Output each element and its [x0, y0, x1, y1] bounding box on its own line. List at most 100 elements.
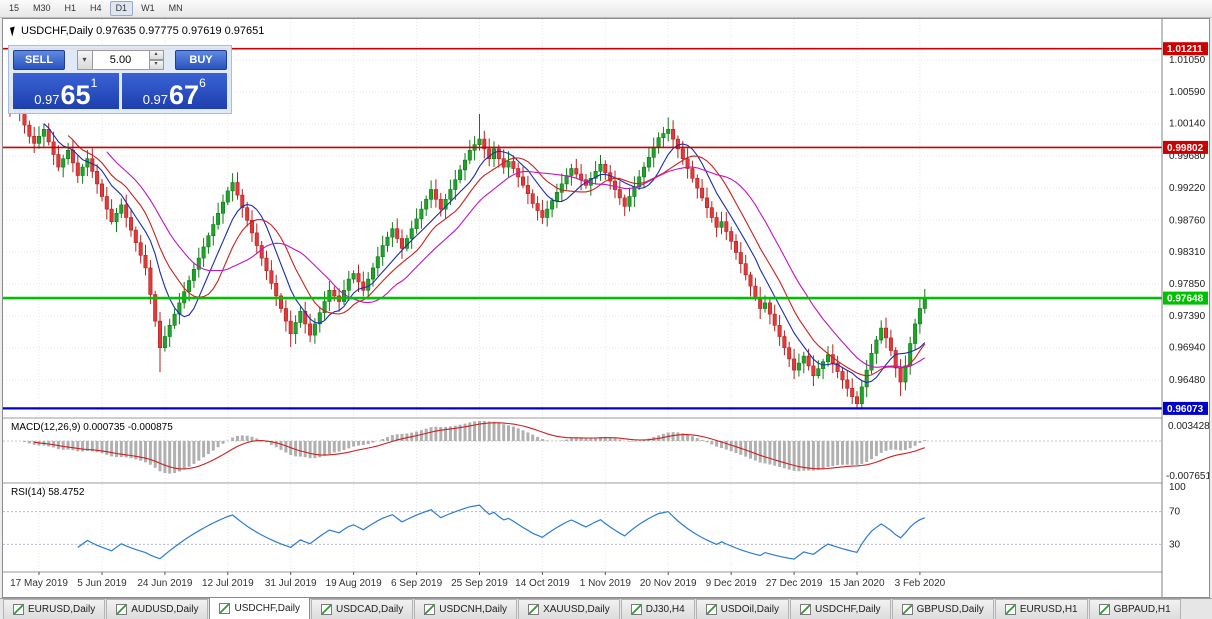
chart-window: 1.01050 1.00590 1.00140 0.99680 0.99220 0.987…	[2, 18, 1210, 598]
chart-thumbnail-icon	[630, 604, 642, 615]
chart-tab-0[interactable]: EURUSD,Daily	[3, 599, 106, 619]
sell-price-point: 1	[90, 76, 98, 90]
chart-tab-4[interactable]: USDCNH,Daily	[414, 599, 518, 619]
chart-tab-11[interactable]: GBPAUD,H1	[1088, 599, 1181, 619]
time-axis[interactable]: 17 May 2019 5 Jun 2019 24 Jun 2019 12 Jul 2…	[10, 572, 946, 589]
rsi-indicator	[3, 504, 1162, 560]
volume-control: ▾ ▴ ▾	[76, 49, 164, 70]
svg-text:0.96480: 0.96480	[1169, 375, 1206, 386]
svg-text:1.01050: 1.01050	[1169, 55, 1206, 66]
price-chart[interactable]: 1.01050 1.00590 1.00140 0.99680 0.99220 0.987…	[3, 19, 1209, 597]
svg-text:0.96940: 0.96940	[1169, 343, 1206, 354]
candlesticks[interactable]	[8, 83, 927, 410]
chart-tab-label: USDOil,Daily	[720, 604, 779, 615]
timeframe-button-w1[interactable]: W1	[141, 3, 155, 13]
sell-price-pips: 65	[60, 80, 91, 110]
svg-text:0.99220: 0.99220	[1169, 183, 1206, 194]
chart-thumbnail-icon	[800, 604, 811, 615]
chart-tab-5[interactable]: XAUUSD,Daily	[518, 599, 620, 619]
svg-text:1.00140: 1.00140	[1169, 119, 1206, 130]
timeframe-button-mn[interactable]: MN	[168, 3, 183, 13]
svg-text:70: 70	[1169, 507, 1181, 518]
chart-tab-10[interactable]: EURUSD,H1	[994, 599, 1088, 619]
chart-header: USDCHF,Daily 0.97635 0.97775 0.97619 0.9…	[9, 25, 265, 37]
timeframe-button-d1[interactable]: D1	[109, 1, 134, 16]
trade-panel-quotes: 0.97 65 1 0.97 67 6	[13, 73, 227, 109]
timeframe-button-15[interactable]: 15	[9, 3, 20, 13]
svg-text:5 Jun 2019: 5 Jun 2019	[77, 578, 127, 589]
svg-text:1 Nov 2019: 1 Nov 2019	[580, 578, 632, 589]
chart-thumbnail-icon	[1004, 604, 1016, 615]
chart-tab-label: GBPUSD,Daily	[916, 604, 984, 615]
chart-tab-label: USDCAD,Daily	[336, 604, 404, 615]
volume-increase-button[interactable]: ▴	[149, 49, 164, 60]
timeframe-button-h1[interactable]: H1	[64, 3, 77, 13]
chart-tab-label: EURUSD,H1	[1019, 604, 1078, 615]
chart-tab-2[interactable]: USDCHF,Daily	[209, 597, 311, 619]
chart-thumbnail-icon	[321, 604, 333, 615]
macd-indicator-label: MACD(12,26,9) 0.000735 -0.000875	[11, 422, 173, 433]
chart-tab-9[interactable]: GBPUSD,Daily	[891, 599, 994, 619]
chart-thumbnail-icon	[1098, 604, 1110, 615]
chart-thumbnail-icon	[219, 603, 231, 614]
one-click-trading-panel: SELL ▾ ▴ ▾ BUY 0.97 65 1	[8, 45, 232, 114]
chart-thumbnail-icon	[901, 604, 913, 615]
price-axis[interactable]: 1.01050 1.00590 1.00140 0.99680 0.99220 0.987…	[1161, 19, 1209, 597]
chart-tab-label: USDCHF,Daily	[815, 604, 881, 615]
chart-thumbnail-icon	[705, 604, 717, 615]
chart-tabs-bar: EURUSD,Daily AUDUSD,Daily USDCHF,Daily USDC…	[0, 597, 1212, 619]
timeframe-button-m30[interactable]: M30	[33, 3, 51, 13]
macd-indicator	[3, 421, 1162, 474]
svg-text:24 Jun 2019: 24 Jun 2019	[137, 578, 192, 589]
svg-text:0.99680: 0.99680	[1169, 151, 1206, 162]
chart-tab-8[interactable]: USDCHF,Daily	[790, 599, 891, 619]
svg-text:27 Dec 2019: 27 Dec 2019	[766, 578, 823, 589]
chart-tab-label: GBPAUD,H1	[1113, 604, 1171, 615]
svg-text:1.00590: 1.00590	[1169, 87, 1206, 98]
chart-tab-label: USDCHF,Daily	[234, 603, 301, 614]
volume-input[interactable]	[92, 49, 150, 70]
chevron-down-icon: ▾	[82, 55, 87, 64]
buy-button[interactable]: BUY	[175, 49, 227, 70]
chart-grid	[3, 19, 1162, 572]
svg-text:19 Aug 2019: 19 Aug 2019	[326, 578, 383, 589]
svg-text:0.97648: 0.97648	[1167, 294, 1204, 305]
svg-text:0.98760: 0.98760	[1169, 215, 1206, 226]
timeframe-button-h4[interactable]: H4	[90, 3, 102, 13]
sell-button[interactable]: SELL	[13, 49, 65, 70]
chart-tab-label: EURUSD,Daily	[28, 604, 96, 615]
svg-text:30: 30	[1169, 539, 1181, 550]
svg-text:100: 100	[1169, 482, 1186, 493]
svg-text:12 Jul 2019: 12 Jul 2019	[202, 578, 254, 589]
buy-price-prefix: 0.97	[142, 92, 169, 107]
chart-tab-7[interactable]: USDOil,Daily	[695, 599, 789, 619]
svg-text:0.96073: 0.96073	[1167, 404, 1204, 415]
mouse-cursor-icon	[9, 26, 18, 36]
chart-thumbnail-icon	[13, 604, 24, 615]
chart-tab-label: XAUUSD,Daily	[543, 604, 610, 615]
chart-thumbnail-icon	[424, 604, 436, 615]
sell-price-prefix: 0.97	[34, 92, 60, 107]
volume-stepper: ▴ ▾	[149, 49, 164, 70]
chart-thumbnail-icon	[116, 604, 128, 615]
volume-decrease-button[interactable]: ▾	[149, 59, 164, 70]
volume-dropdown-button[interactable]: ▾	[76, 49, 93, 70]
chart-header-text: USDCHF,Daily 0.97635 0.97775 0.97619 0.9…	[21, 25, 265, 37]
moving-average-lines	[43, 123, 926, 384]
svg-text:20 Nov 2019: 20 Nov 2019	[640, 578, 697, 589]
chart-tab-6[interactable]: DJ30,H4	[620, 599, 695, 619]
svg-text:0.97850: 0.97850	[1169, 279, 1206, 290]
svg-text:15 Jan 2020: 15 Jan 2020	[829, 578, 884, 589]
chart-tab-3[interactable]: USDCAD,Daily	[311, 599, 414, 619]
chart-tab-label: USDCNH,Daily	[439, 604, 508, 615]
pane-separators	[3, 417, 1209, 573]
svg-text:14 Oct 2019: 14 Oct 2019	[515, 578, 570, 589]
chart-tab-1[interactable]: AUDUSD,Daily	[106, 599, 209, 619]
sell-price-display[interactable]: 0.97 65 1	[13, 73, 119, 109]
svg-text:0.003428: 0.003428	[1168, 421, 1209, 432]
svg-text:6 Sep 2019: 6 Sep 2019	[391, 578, 443, 589]
buy-price-pips: 67	[169, 80, 200, 110]
buy-price-display[interactable]: 0.97 67 6	[121, 73, 227, 110]
chart-thumbnail-icon	[528, 604, 540, 615]
svg-text:1.01211: 1.01211	[1167, 44, 1203, 55]
